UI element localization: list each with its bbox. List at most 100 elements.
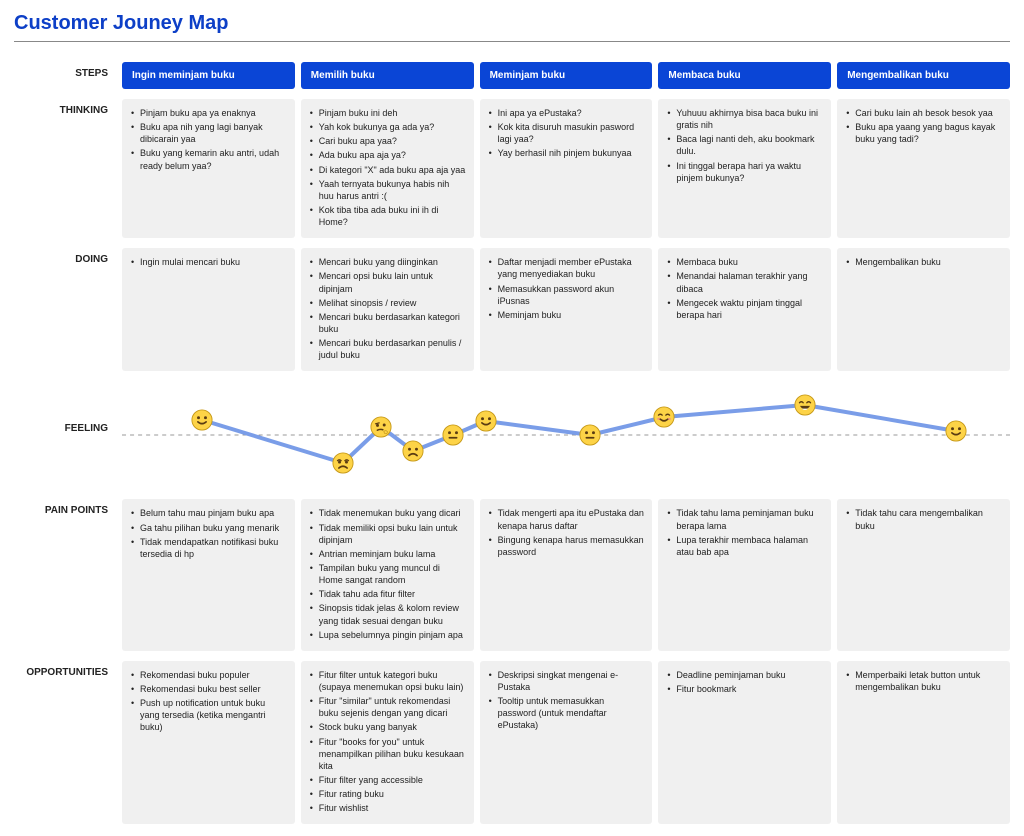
list-item: Tidak memiliki opsi buku lain untuk dipi… <box>307 522 466 546</box>
list-item: Memasukkan password akun iPusnas <box>486 283 645 307</box>
pain-cell: Belum tahu mau pinjam buku apa Ga tahu pi… <box>122 499 295 650</box>
thinking-cell: Pinjam buku ini deh Yah kok bukunya ga ad… <box>301 99 474 238</box>
list-item: Yay berhasil nih pinjem bukunyaa <box>486 147 645 159</box>
list-item: Menandai halaman terakhir yang dibaca <box>664 270 823 294</box>
step-header: Membaca buku <box>658 62 831 89</box>
list-item: Pinjam buku apa ya enaknya <box>128 107 287 119</box>
list-item: Fitur "books for you" untuk menampilkan … <box>307 736 466 772</box>
list-item: Deskripsi singkat mengenai e-Pustaka <box>486 669 645 693</box>
list-item: Memperbaiki letak button untuk mengembal… <box>843 669 1002 693</box>
list-item: Fitur filter yang accessible <box>307 774 466 786</box>
list-item: Mencari buku berdasarkan kategori buku <box>307 311 466 335</box>
step-header: Ingin meminjam buku <box>122 62 295 89</box>
thinking-cell: Ini apa ya ePustaka? Kok kita disuruh mas… <box>480 99 653 238</box>
step-header: Meminjam buku <box>480 62 653 89</box>
list-item: Tidak mendapatkan notifikasi buku tersed… <box>128 536 287 560</box>
opp-cell: Rekomendasi buku populer Rekomendasi buku… <box>122 661 295 825</box>
list-item: Lupa sebelumnya pingin pinjam apa <box>307 629 466 641</box>
row-label-pain: PAIN POINTS <box>14 499 116 650</box>
list-item: Mencari buku berdasarkan penulis / judul… <box>307 337 466 361</box>
thinking-cell: Pinjam buku apa ya enaknya Buku apa nih y… <box>122 99 295 238</box>
list-item: Kok tiba tiba ada buku ini ih di Home? <box>307 204 466 228</box>
sad-emoji-icon <box>332 452 354 474</box>
list-item: Tidak tahu lama peminjaman buku berapa l… <box>664 507 823 531</box>
list-item: Antrian meminjam buku lama <box>307 548 466 560</box>
smile-emoji-icon <box>475 410 497 432</box>
list-item: Buku apa nih yang lagi banyak dibicarain… <box>128 121 287 145</box>
opp-cell: Deadline peminjaman buku Fitur bookmark <box>658 661 831 825</box>
list-item: Daftar menjadi member ePustaka yang meny… <box>486 256 645 280</box>
pain-cell: Tidak menemukan buku yang dicari Tidak me… <box>301 499 474 650</box>
list-item: Ini apa ya ePustaka? <box>486 107 645 119</box>
row-label-doing: DOING <box>14 248 116 371</box>
thinking-cell: Cari buku lain ah besok besok yaa Buku ap… <box>837 99 1010 238</box>
doing-cell: Mengembalikan buku <box>837 248 1010 371</box>
list-item: Tidak mengerti apa itu ePustaka dan kena… <box>486 507 645 531</box>
list-item: Tidak tahu ada fitur filter <box>307 588 466 600</box>
list-item: Mengecek waktu pinjam tinggal berapa har… <box>664 297 823 321</box>
list-item: Tampilan buku yang muncul di Home sangat… <box>307 562 466 586</box>
laugh-emoji-icon <box>794 394 816 416</box>
frown-emoji-icon <box>402 440 424 462</box>
list-item: Bingung kenapa harus memasukkan password <box>486 534 645 558</box>
think-emoji-icon <box>370 416 392 438</box>
list-item: Tooltip untuk memasukkan password (untuk… <box>486 695 645 731</box>
opp-cell: Deskripsi singkat mengenai e-PustakaTool… <box>480 661 653 825</box>
smile-emoji-icon <box>191 409 213 431</box>
list-item: Cari buku lain ah besok besok yaa <box>843 107 1002 119</box>
thinking-cell: Yuhuuu akhirnya bisa baca buku ini grati… <box>658 99 831 238</box>
list-item: Kok kita disuruh masukin pasword lagi ya… <box>486 121 645 145</box>
list-item: Yuhuuu akhirnya bisa baca buku ini grati… <box>664 107 823 131</box>
neutral-emoji-icon <box>579 424 601 446</box>
list-item: Membaca buku <box>664 256 823 268</box>
list-item: Lupa terakhir membaca halaman atau bab a… <box>664 534 823 558</box>
list-item: Rekomendasi buku best seller <box>128 683 287 695</box>
list-item: Yaah ternyata bukunya habis nih huu haru… <box>307 178 466 202</box>
journey-grid: STEPS Ingin meminjam buku Memilih buku M… <box>14 62 1010 824</box>
list-item: Fitur filter untuk kategori buku (supaya… <box>307 669 466 693</box>
opp-cell: Memperbaiki letak button untuk mengembal… <box>837 661 1010 825</box>
list-item: Ga tahu pilihan buku yang menarik <box>128 522 287 534</box>
list-item: Deadline peminjaman buku <box>664 669 823 681</box>
step-header: Mengembalikan buku <box>837 62 1010 89</box>
list-item: Yah kok bukunya ga ada ya? <box>307 121 466 133</box>
list-item: Mengembalikan buku <box>843 256 1002 268</box>
row-label-opp: OPPORTUNITIES <box>14 661 116 825</box>
list-item: Melihat sinopsis / review <box>307 297 466 309</box>
list-item: Buku apa yaang yang bagus kayak buku yan… <box>843 121 1002 145</box>
list-item: Mencari opsi buku lain untuk dipinjam <box>307 270 466 294</box>
list-item: Belum tahu mau pinjam buku apa <box>128 507 287 519</box>
page-title: Customer Jouney Map <box>14 12 1010 42</box>
list-item: Tidak tahu cara mengembalikan buku <box>843 507 1002 531</box>
love-emoji-icon <box>653 406 675 428</box>
pain-cell: Tidak mengerti apa itu ePustaka dan kena… <box>480 499 653 650</box>
list-item: Ada buku apa aja ya? <box>307 149 466 161</box>
list-item: Cari buku apa yaa? <box>307 135 466 147</box>
list-item: Fitur wishlist <box>307 802 466 814</box>
list-item: Fitur bookmark <box>664 683 823 695</box>
list-item: Buku yang kemarin aku antri, udah ready … <box>128 147 287 171</box>
list-item: Fitur rating buku <box>307 788 466 800</box>
list-item: Push up notification untuk buku yang ter… <box>128 697 287 733</box>
list-item: Pinjam buku ini deh <box>307 107 466 119</box>
list-item: Di kategori "X" ada buku apa aja yaa <box>307 164 466 176</box>
list-item: Tidak menemukan buku yang dicari <box>307 507 466 519</box>
pain-cell: Tidak tahu cara mengembalikan buku <box>837 499 1010 650</box>
list-item: Stock buku yang banyak <box>307 721 466 733</box>
opp-cell: Fitur filter untuk kategori buku (supaya… <box>301 661 474 825</box>
row-label-thinking: THINKING <box>14 99 116 238</box>
feeling-chart <box>122 385 1010 485</box>
neutral-emoji-icon <box>442 424 464 446</box>
row-label-feeling: FEELING <box>14 381 116 489</box>
doing-cell: Membaca buku Menandai halaman terakhir ya… <box>658 248 831 371</box>
smile-emoji-icon <box>945 420 967 442</box>
list-item: Meminjam buku <box>486 309 645 321</box>
list-item: Ingin mulai mencari buku <box>128 256 287 268</box>
doing-cell: Ingin mulai mencari buku <box>122 248 295 371</box>
doing-cell: Daftar menjadi member ePustaka yang meny… <box>480 248 653 371</box>
pain-cell: Tidak tahu lama peminjaman buku berapa l… <box>658 499 831 650</box>
list-item: Rekomendasi buku populer <box>128 669 287 681</box>
list-item: Ini tinggal berapa hari ya waktu pinjem … <box>664 160 823 184</box>
list-item: Sinopsis tidak jelas & kolom review yang… <box>307 602 466 626</box>
doing-cell: Mencari buku yang diinginkanMencari opsi… <box>301 248 474 371</box>
